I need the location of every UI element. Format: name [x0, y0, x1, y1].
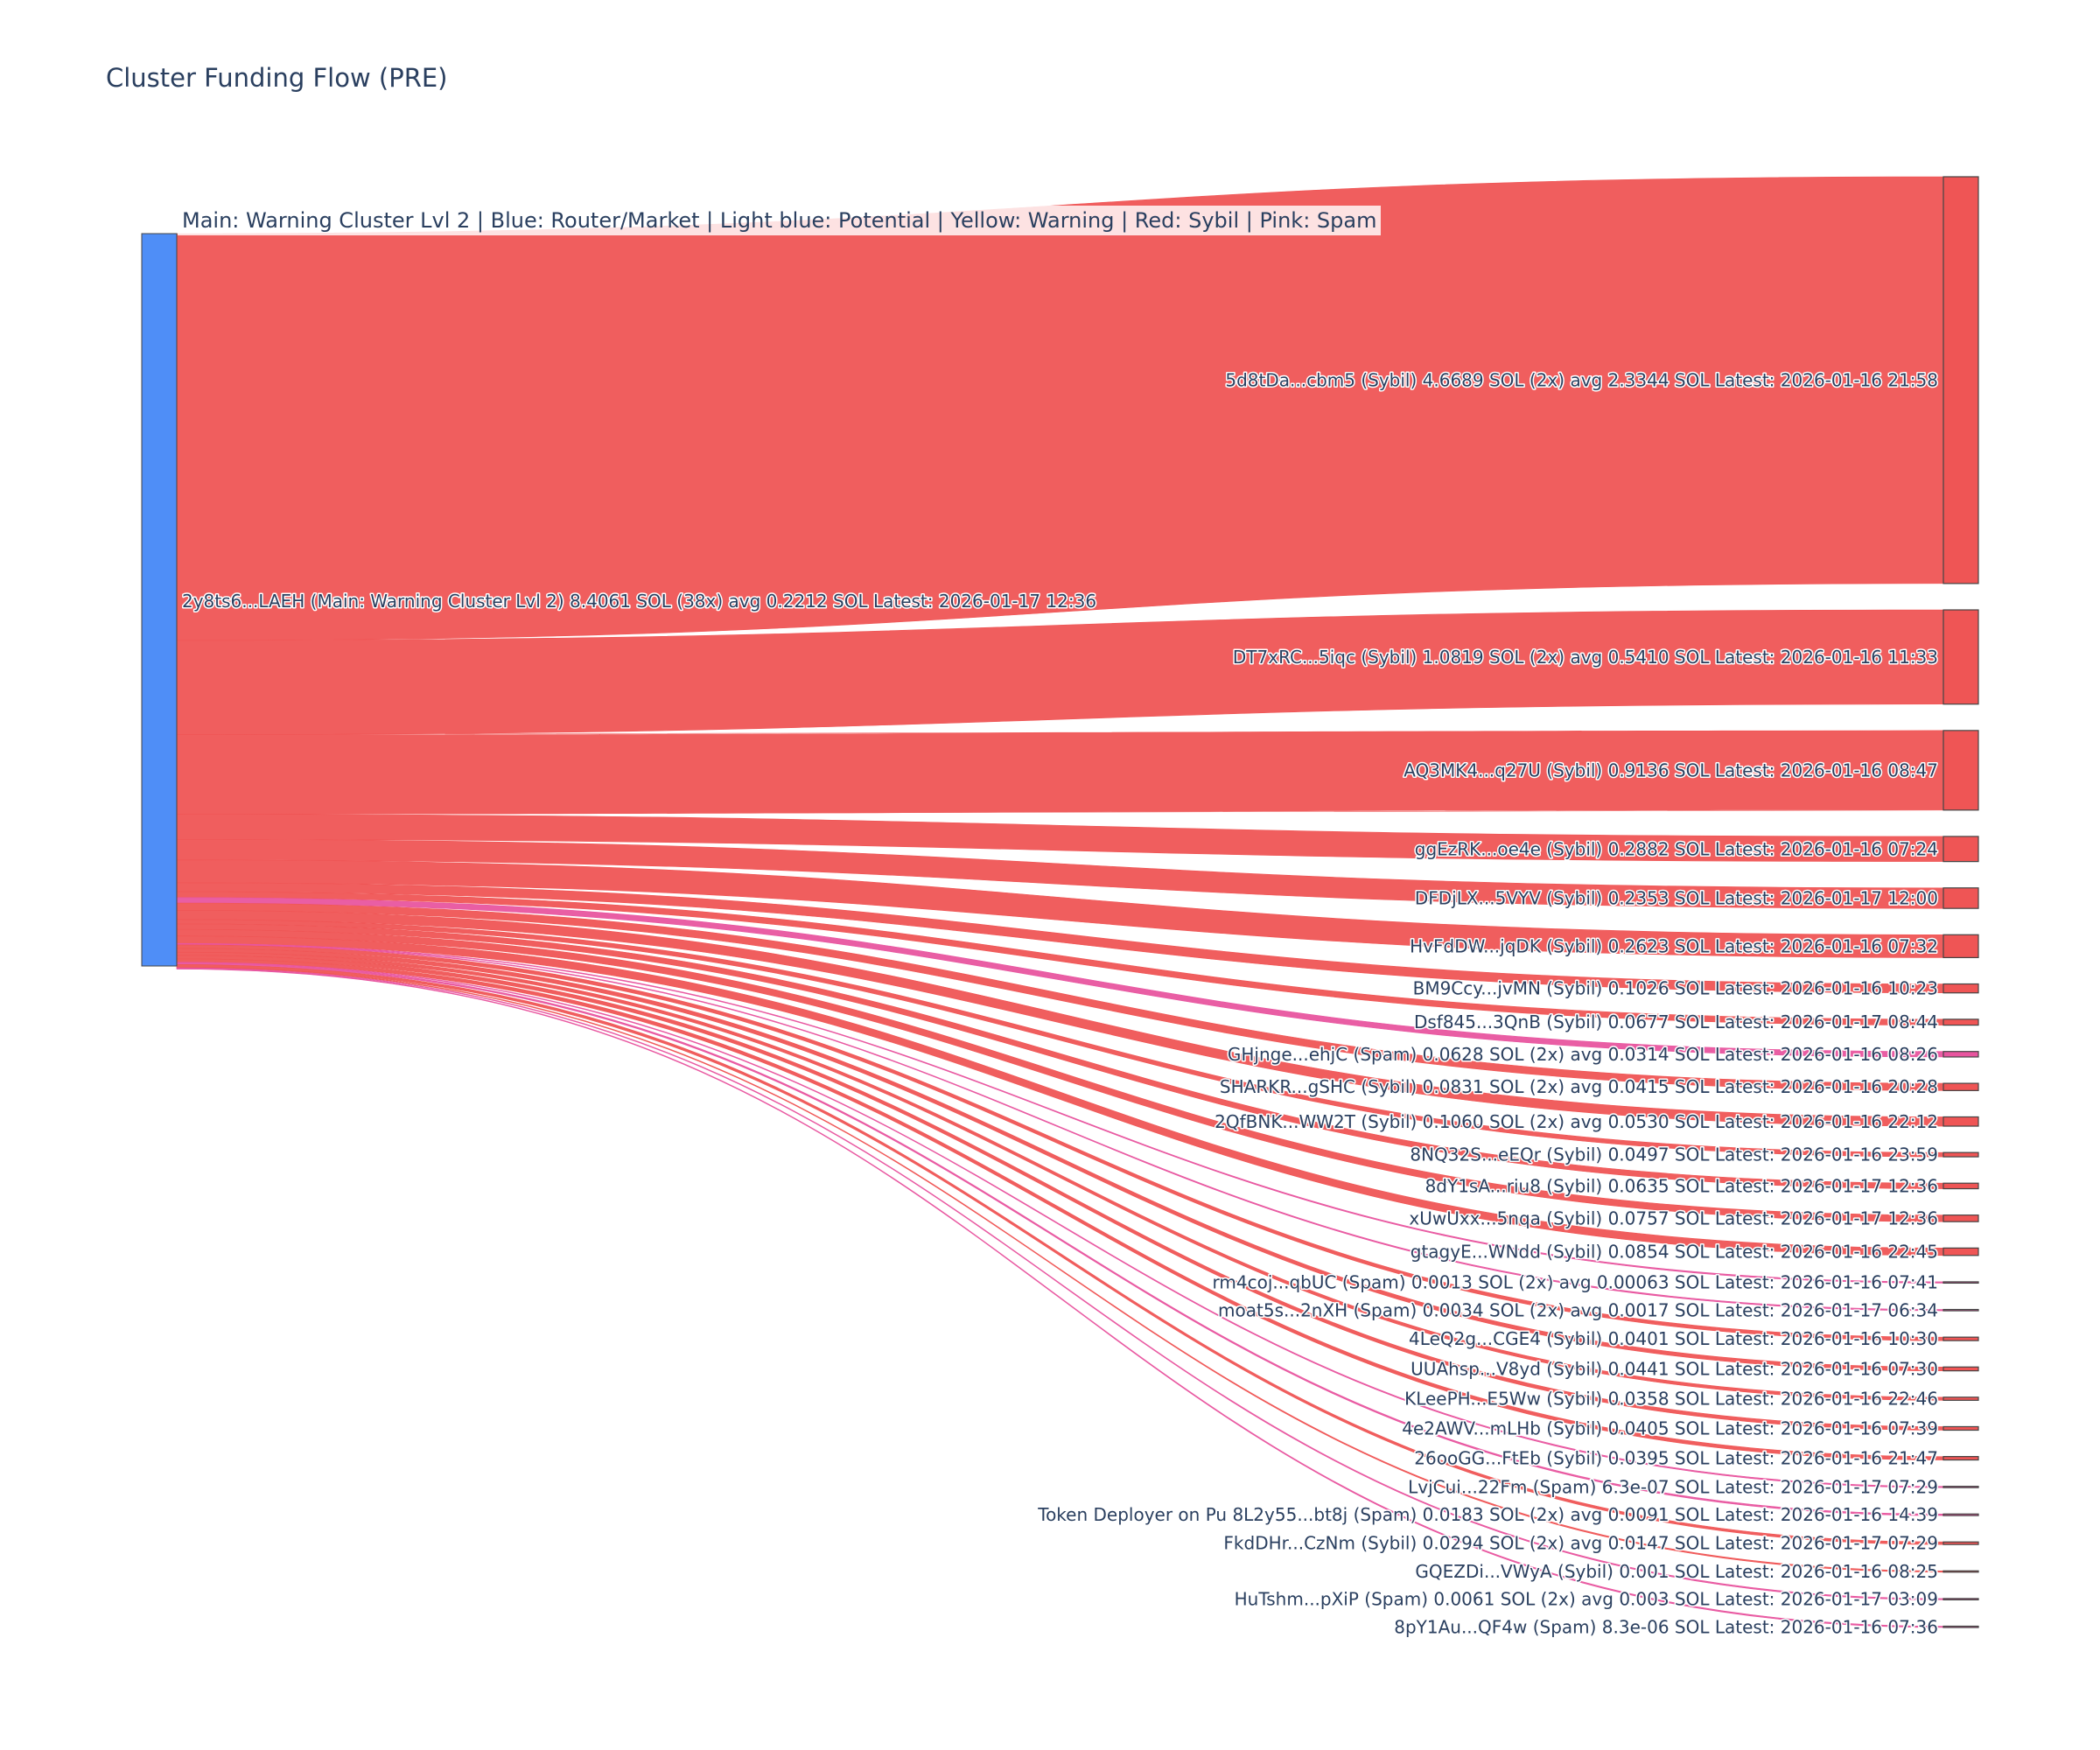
page-title: Cluster Funding Flow (PRE): [106, 63, 448, 93]
target-node[interactable]: [1942, 1541, 1979, 1545]
target-node[interactable]: [1942, 983, 1979, 994]
target-node[interactable]: [1942, 1513, 1979, 1516]
nodes-layer: [141, 176, 1979, 1628]
legend-background: [178, 206, 1381, 235]
target-node[interactable]: [1942, 1018, 1979, 1026]
target-node-label: rm4coj...qbUC (Spam) 0.0013 SOL (2x) avg…: [1213, 1272, 1938, 1293]
target-node-label: xUwUxx...5nqa (Sybil) 0.0757 SOL Latest:…: [1409, 1208, 1938, 1228]
target-node[interactable]: [1942, 1214, 1979, 1222]
target-node-label: GQEZDi...VWyA (Sybil) 0.001 SOL Latest: …: [1415, 1561, 1938, 1582]
target-node[interactable]: [1942, 609, 1979, 705]
target-node[interactable]: [1942, 1396, 1979, 1401]
target-node-label: 8dY1sA...riu8 (Sybil) 0.0635 SOL Latest:…: [1425, 1175, 1938, 1196]
target-node-label: DFDjLX...5VYV (Sybil) 0.2353 SOL Latest:…: [1415, 887, 1938, 908]
target-node[interactable]: [1942, 1570, 1979, 1573]
target-node[interactable]: [1942, 1425, 1979, 1432]
target-node-label: 2QfBNK...WW2T (Sybil) 0.1060 SOL (2x) av…: [1214, 1111, 1938, 1132]
target-node-label: 26ooGG...FtEb (Sybil) 0.0395 SOL Latest:…: [1414, 1448, 1938, 1469]
target-node-label: gtagyE...WNdd (Sybil) 0.0854 SOL Latest:…: [1410, 1242, 1938, 1263]
target-node-label: 8NQ32S...eEQr (Sybil) 0.0497 SOL Latest:…: [1410, 1144, 1938, 1166]
labels-layer: 5d8tDa...cbm5 (Sybil) 4.6689 SOL (2x) av…: [181, 368, 1940, 1639]
flow-link[interactable]: [176, 176, 1944, 641]
target-node[interactable]: [1942, 1082, 1979, 1091]
target-node[interactable]: [1942, 1336, 1979, 1341]
source-node-label: 2y8ts6...LAEH (Main: Warning Cluster Lvl…: [182, 591, 1096, 612]
target-node-label: ggEzRK...oe4e (Sybil) 0.2882 SOL Latest:…: [1415, 838, 1938, 859]
target-node[interactable]: [1942, 1152, 1979, 1158]
target-node-label: KLeePH...E5Ww (Sybil) 0.0358 SOL Latest:…: [1404, 1389, 1938, 1410]
target-node-label: Dsf845...3QnB (Sybil) 0.0677 SOL Latest:…: [1414, 1012, 1938, 1032]
target-node-label: HuTshm...pXiP (Spam) 0.0061 SOL (2x) avg…: [1235, 1589, 1938, 1610]
target-node[interactable]: [1942, 1625, 1979, 1628]
target-node-label: 5d8tDa...cbm5 (Sybil) 4.6689 SOL (2x) av…: [1225, 369, 1938, 390]
target-node[interactable]: [1942, 1281, 1979, 1284]
target-node-label: GHjnge...ehjC (Spam) 0.0628 SOL (2x) avg…: [1228, 1044, 1938, 1065]
target-node-label: Token Deployer on Pu 8L2y55...bt8j (Spam…: [1037, 1504, 1938, 1525]
target-node-label: SHARKR...gSHC (Sybil) 0.0831 SOL (2x) av…: [1220, 1076, 1938, 1097]
target-node-label: 4e2AWV...mLHb (Sybil) 0.0405 SOL Latest:…: [1402, 1418, 1938, 1438]
legend-note: Main: Warning Cluster Lvl 2 | Blue: Rout…: [182, 208, 1377, 233]
target-node-label: 4LeQ2g...CGE4 (Sybil) 0.0401 SOL Latest:…: [1409, 1328, 1938, 1349]
target-node-label: BM9Ccy...jvMN (Sybil) 0.1026 SOL Latest:…: [1413, 978, 1938, 999]
target-node[interactable]: [1942, 176, 1979, 584]
target-node[interactable]: [1942, 1308, 1979, 1312]
links-layer: [176, 176, 1944, 1628]
target-node-label: FkdDHr...CzNm (Sybil) 0.0294 SOL (2x) av…: [1223, 1533, 1938, 1554]
target-node[interactable]: [1942, 934, 1979, 959]
source-node[interactable]: [141, 233, 178, 967]
target-node[interactable]: [1942, 1486, 1979, 1488]
target-node[interactable]: [1942, 887, 1979, 909]
target-node-label: HvFdDW...jqDK (Sybil) 0.2623 SOL Latest:…: [1410, 935, 1938, 956]
target-node[interactable]: [1942, 1051, 1979, 1058]
target-node-label: UUAhsp...V8yd (Sybil) 0.0441 SOL Latest:…: [1410, 1358, 1938, 1379]
target-node[interactable]: [1942, 730, 1979, 811]
target-node-label: moat5s...2nXH (Spam) 0.0034 SOL (2x) avg…: [1218, 1299, 1938, 1320]
target-node-label: 8pY1Au...QF4w (Spam) 8.3e-06 SOL Latest:…: [1394, 1616, 1938, 1637]
target-node[interactable]: [1942, 1366, 1979, 1372]
target-node-label: DT7xRC...5iqc (Sybil) 1.0819 SOL (2x) av…: [1233, 647, 1938, 668]
target-node-label: AQ3MK4...q27U (Sybil) 0.9136 SOL Latest:…: [1404, 760, 1938, 780]
target-node-label: LvjCui...22Fm (Spam) 6.3e-07 SOL Latest:…: [1408, 1476, 1938, 1497]
target-node[interactable]: [1942, 1598, 1979, 1600]
target-node[interactable]: [1942, 836, 1979, 863]
target-node[interactable]: [1942, 1247, 1979, 1256]
target-node[interactable]: [1942, 1182, 1979, 1190]
target-node[interactable]: [1942, 1116, 1979, 1127]
target-node[interactable]: [1942, 1456, 1979, 1461]
